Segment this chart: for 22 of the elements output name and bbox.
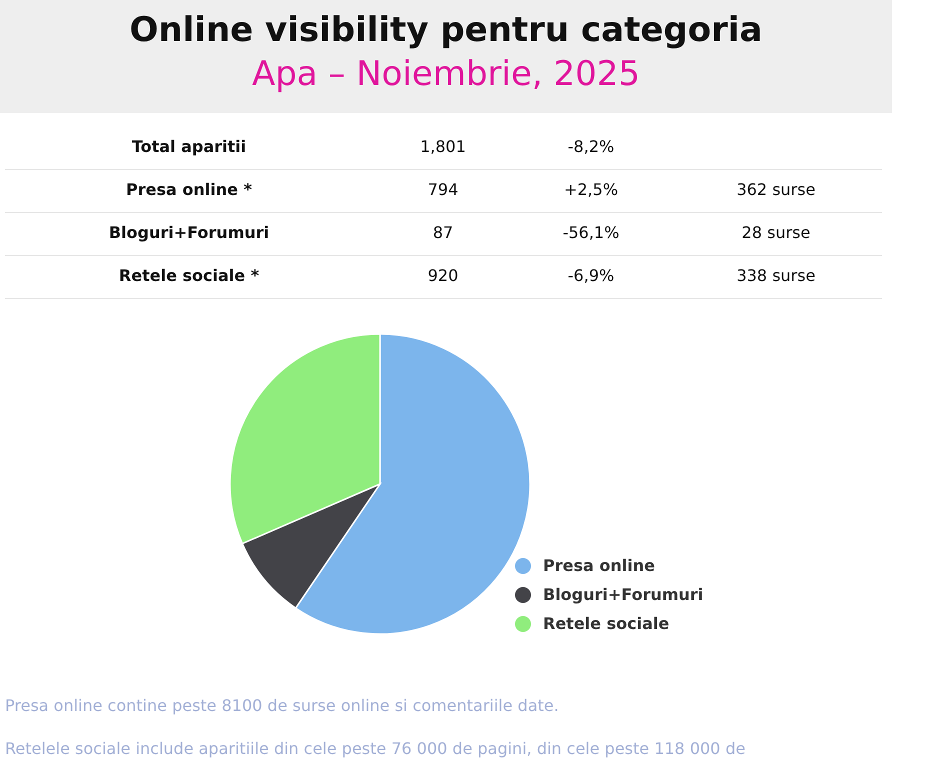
chart-title: Online visibility pentru categoria [128,10,764,50]
text: 1,801 [419,137,467,156]
legend-label: Bloguri+Forumuri [543,585,704,604]
legend-label: Retele sociale [543,614,670,633]
text: 920 [426,266,460,285]
text: -6,9% [566,266,616,285]
legend-label: Presa online [543,556,655,575]
text: +2,5% [562,180,620,199]
text: 338 surse [736,266,816,285]
text: Total aparitii [130,137,248,156]
text: 87 [432,223,454,242]
text: Presa online * [125,180,253,199]
text: Bloguri+Forumuri [108,223,270,242]
text: 362 surse [736,180,816,199]
text: Retele sociale * [118,266,260,285]
text: -56,1% [562,223,620,242]
text: -8,2% [566,137,616,156]
chart-subtitle: Apa – Noiembrie, 2025 [250,54,642,94]
text: 28 surse [740,223,812,242]
text: 794 [426,180,460,199]
text: Retelele sociale include aparitiile din cele peste 76 000 de pagini, din cele peste 118 000 de [5,739,746,758]
text: Presa online contine peste 8100 de surse online si comentariile date. [5,696,559,715]
